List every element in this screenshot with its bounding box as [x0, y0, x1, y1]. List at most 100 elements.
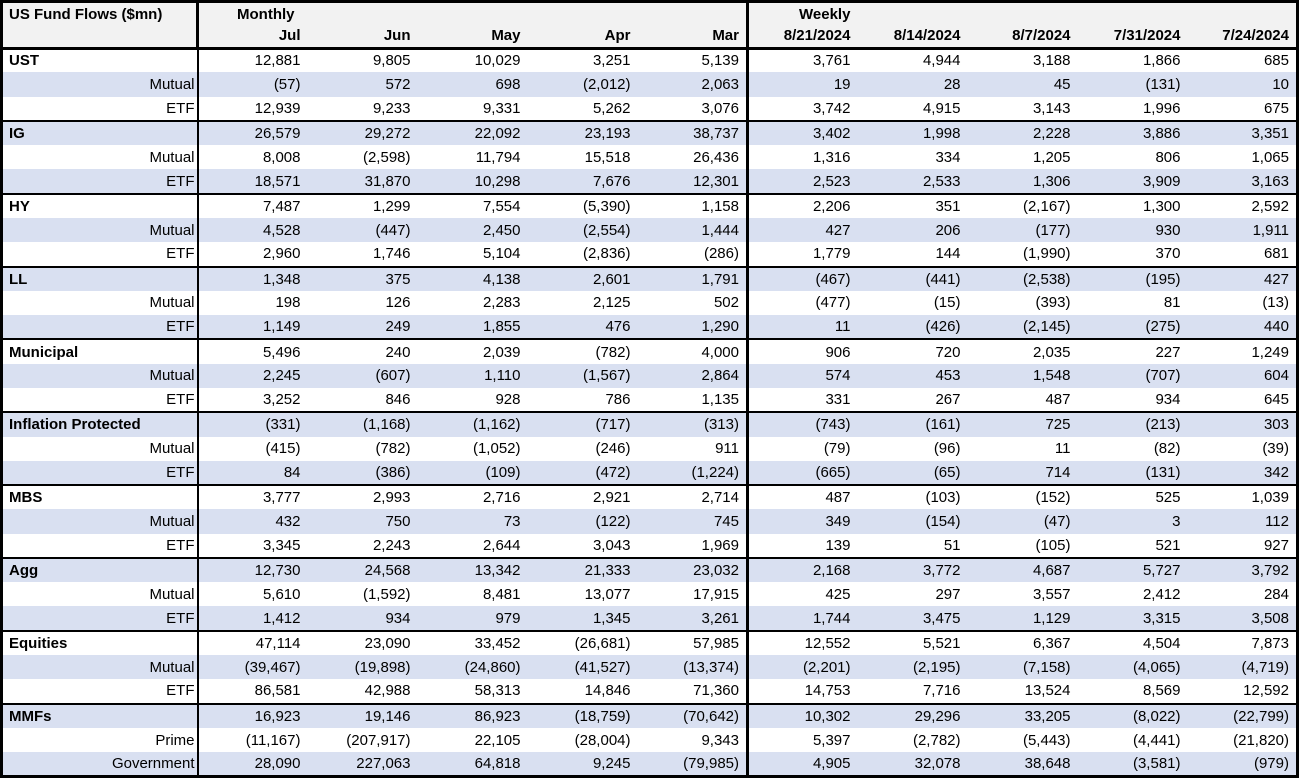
value-cell: 934 [1077, 387, 1188, 413]
value-cell: 1,158 [637, 192, 748, 218]
sub-row-inflation-protected-etf: ETF 84 (386) (109) (472) (1,224) (665) (65) 714(… [1, 460, 1298, 486]
value-cell: (467) [746, 265, 858, 291]
value-cell: (2,782) [857, 727, 968, 753]
value-cell: (743) [746, 411, 858, 437]
value-cell: (1,592) [307, 582, 418, 607]
value-cell: 7,554 [417, 192, 528, 218]
value-cell: 1,249 [1187, 338, 1298, 364]
group-label-municipal: Municipal [1, 338, 199, 364]
value-cell: (1,990) [967, 242, 1078, 267]
row-label: ETF [1, 242, 199, 267]
group-row-equities: Equities 47,114 23,090 33,452 (26,681) 57,985… [1, 629, 1298, 656]
value-cell: (41,527) [527, 655, 638, 680]
row-label: ETF [1, 96, 199, 121]
value-cell: 4,905 [746, 752, 858, 777]
row-label: ETF [1, 460, 199, 486]
row-label: Mutual [1, 436, 199, 461]
value-cell: 12,730 [197, 556, 308, 583]
row-label: ETF [1, 315, 199, 340]
value-cell: 1,065 [1187, 145, 1298, 170]
value-cell: (7,158) [967, 655, 1078, 680]
value-cell: 2,243 [307, 533, 418, 558]
value-cell: (8,022) [1077, 702, 1188, 728]
value-cell: 3,252 [197, 387, 308, 413]
value-cell: (39) [1187, 436, 1298, 461]
value-cell: 4,138 [417, 265, 528, 291]
value-cell: (213) [1077, 411, 1188, 437]
value-cell: 58,313 [417, 679, 528, 704]
value-cell: 911 [637, 436, 748, 461]
sub-row-ust-mutual: Mutual (57) 572 698 (2,012) 2,063 19 28 45 (131) 1… [1, 72, 1298, 97]
value-cell: 33,205 [967, 702, 1078, 728]
value-cell: 3,772 [857, 556, 968, 583]
value-cell: 3,076 [637, 96, 748, 121]
value-cell: 26,579 [197, 119, 308, 146]
value-cell: (5,390) [527, 192, 638, 218]
value-cell: 432 [197, 509, 308, 534]
value-cell: 29,296 [857, 702, 968, 728]
value-cell: 51 [857, 533, 968, 558]
value-cell: 714 [967, 460, 1078, 486]
group-row-mmfs: MMFs 16,923 19,146 86,923 (18,759) (70,642) 10… [1, 702, 1298, 728]
value-cell: 11 [746, 315, 858, 340]
value-cell: 3,402 [746, 119, 858, 146]
value-cell: 3,351 [1187, 119, 1298, 146]
value-cell: 10,302 [746, 702, 858, 728]
value-cell: 240 [307, 338, 418, 364]
sub-row-mmfs-government: Government 28,090 227,063 64,818 9,245 (79,98… [1, 752, 1298, 777]
value-cell: 45 [967, 72, 1078, 97]
value-cell: (154) [857, 509, 968, 534]
value-cell: 750 [307, 509, 418, 534]
value-cell: (275) [1077, 315, 1188, 340]
value-cell: 86,923 [417, 702, 528, 728]
value-cell: (109) [417, 460, 528, 486]
value-cell: 720 [857, 338, 968, 364]
group-row-mbs: MBS 3,777 2,993 2,716 2,921 2,714 487 (103) (152… [1, 484, 1298, 510]
value-cell: 33,452 [417, 629, 528, 656]
sub-row-equities-mutual: Mutual (39,467) (19,898) (24,860) (41,527) (1… [1, 655, 1298, 680]
value-cell: 675 [1187, 96, 1298, 121]
value-cell: 3,251 [527, 48, 638, 73]
monthly-column-header-mar: Mar [637, 24, 748, 48]
value-cell: 2,601 [527, 265, 638, 291]
value-cell: 3,163 [1187, 169, 1298, 194]
value-cell: 64,818 [417, 752, 528, 777]
value-cell: 2,125 [527, 290, 638, 316]
value-cell: 1,855 [417, 315, 528, 340]
value-cell: 2,063 [637, 72, 748, 97]
sub-row-mbs-mutual: Mutual 432 750 73 (122) 745 349 (154) (47) 3 112 [1, 509, 1298, 534]
value-cell: (472) [527, 460, 638, 486]
weekly-column-header-7-24-2024: 7/24/2024 [1187, 24, 1298, 48]
value-cell: 303 [1187, 411, 1298, 437]
value-cell: 1,969 [637, 533, 748, 558]
value-cell: (39,467) [197, 655, 308, 680]
value-cell: 8,569 [1077, 679, 1188, 704]
value-cell: 1,110 [417, 363, 528, 388]
value-cell: (1,162) [417, 411, 528, 437]
value-cell: 11,794 [417, 145, 528, 170]
value-cell: 28,090 [197, 752, 308, 777]
value-cell: 6,367 [967, 629, 1078, 656]
value-cell: 806 [1077, 145, 1188, 170]
value-cell: 126 [307, 290, 418, 316]
value-cell: 2,206 [746, 192, 858, 218]
value-cell: 375 [307, 265, 418, 291]
value-cell: 351 [857, 192, 968, 218]
value-cell: 427 [746, 217, 858, 243]
value-cell: (782) [527, 338, 638, 364]
value-cell: 5,610 [197, 582, 308, 607]
value-cell: 3,909 [1077, 169, 1188, 194]
value-cell: (26,681) [527, 629, 638, 656]
value-cell: (286) [637, 242, 748, 267]
value-cell: 1,548 [967, 363, 1078, 388]
value-cell: 81 [1077, 290, 1188, 316]
value-cell: 5,521 [857, 629, 968, 656]
value-cell: 19 [746, 72, 858, 97]
value-cell: 21,333 [527, 556, 638, 583]
sub-row-municipal-mutual: Mutual 2,245 (607) 1,110 (1,567) 2,864 574 453 1… [1, 363, 1298, 388]
value-cell: 521 [1077, 533, 1188, 558]
value-cell: (447) [307, 217, 418, 243]
value-cell: 38,737 [637, 119, 748, 146]
value-cell: 476 [527, 315, 638, 340]
table-title: US Fund Flows ($mn) [1, 1, 199, 48]
